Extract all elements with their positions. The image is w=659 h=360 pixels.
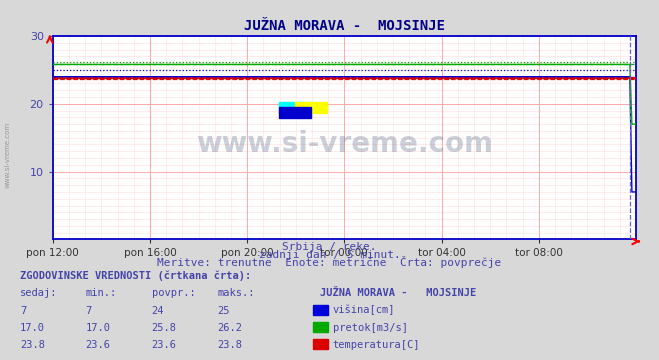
Text: temperatura[C]: temperatura[C] (333, 340, 420, 350)
Text: Meritve: trenutne  Enote: metrične  Črta: povprečje: Meritve: trenutne Enote: metrične Črta: … (158, 256, 501, 268)
Text: JUŽNA MORAVA -   MOJSINJE: JUŽNA MORAVA - MOJSINJE (320, 288, 476, 298)
FancyBboxPatch shape (279, 102, 311, 113)
Text: Srbija / reke.: Srbija / reke. (282, 242, 377, 252)
Text: povpr.:: povpr.: (152, 288, 195, 298)
Text: sedaj:: sedaj: (20, 288, 57, 298)
Text: maks.:: maks.: (217, 288, 255, 298)
Text: min.:: min.: (86, 288, 117, 298)
Text: 7: 7 (86, 306, 92, 316)
Text: 26.2: 26.2 (217, 323, 243, 333)
Text: 7: 7 (20, 306, 26, 316)
FancyBboxPatch shape (295, 102, 327, 113)
Text: višina[cm]: višina[cm] (333, 305, 395, 316)
Text: 25.8: 25.8 (152, 323, 177, 333)
Text: ZGODOVINSKE VREDNOSTI (črtkana črta):: ZGODOVINSKE VREDNOSTI (črtkana črta): (20, 270, 251, 281)
Text: pretok[m3/s]: pretok[m3/s] (333, 323, 408, 333)
Title: JUŽNA MORAVA -  MOJSINJE: JUŽNA MORAVA - MOJSINJE (244, 19, 445, 33)
Text: 17.0: 17.0 (86, 323, 111, 333)
Text: 17.0: 17.0 (20, 323, 45, 333)
Text: 25: 25 (217, 306, 230, 316)
Text: www.si-vreme.com: www.si-vreme.com (5, 122, 11, 188)
Text: 23.8: 23.8 (20, 340, 45, 350)
Text: www.si-vreme.com: www.si-vreme.com (196, 130, 493, 158)
Text: zadnji dan / 5 minut.: zadnji dan / 5 minut. (258, 250, 401, 260)
Text: 23.8: 23.8 (217, 340, 243, 350)
FancyBboxPatch shape (279, 107, 311, 118)
Text: 23.6: 23.6 (152, 340, 177, 350)
Text: 23.6: 23.6 (86, 340, 111, 350)
Text: 24: 24 (152, 306, 164, 316)
